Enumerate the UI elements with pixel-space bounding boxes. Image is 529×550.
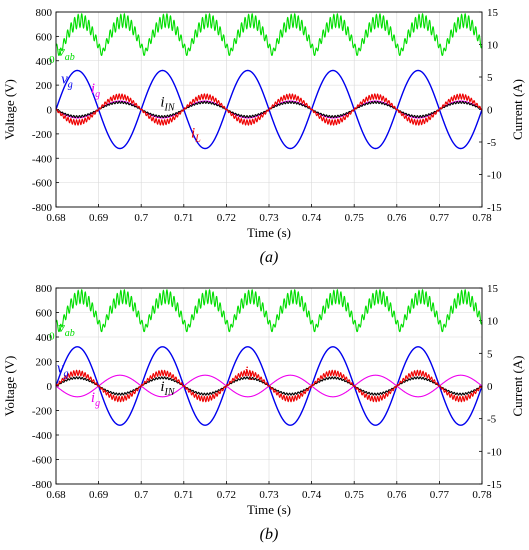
chart-panel-2: 0.68 0.69 0.7 0.71 0.72 0.73 0.74 0.75 0.76 0.77 0… (2, 283, 525, 543)
y-left-tick-label: -400 (32, 153, 53, 165)
y-left-tick-label: 200 (36, 357, 53, 369)
series-v-ab-line (55, 288, 483, 333)
x-tick-label: 0.73 (259, 212, 279, 224)
y-right-axis-label: Current (A) (510, 79, 525, 140)
series-label-i-g: ig (91, 390, 100, 409)
series-label-v-ab: 0 (49, 330, 55, 342)
y-right-tick-label: -15 (487, 479, 502, 491)
x-tick-label: 0.72 (217, 212, 236, 224)
y-left-tick-label: -800 (32, 202, 53, 214)
y-left-tick-label: 400 (36, 56, 53, 68)
x-tick-label: 0.78 (472, 489, 492, 501)
series-label-v-ab: 0 (49, 54, 55, 66)
y-left-axis-label: Voltage (V) (2, 79, 17, 140)
x-tick-label: 0.78 (472, 212, 492, 224)
y-right-tick-label: -5 (487, 414, 497, 426)
x-tick-label: 0.73 (259, 489, 279, 501)
y-left-tick-label: -600 (32, 455, 53, 467)
x-tick-label: 0.7 (134, 489, 148, 501)
panel-caption: (b) (260, 526, 279, 543)
x-tick-label: 0.76 (387, 212, 407, 224)
x-tick-label: 0.75 (345, 212, 365, 224)
series-label-v-g: vg (57, 361, 69, 380)
y-left-axis-label: Voltage (V) (2, 356, 17, 417)
x-tick-label: 0.74 (302, 212, 322, 224)
chart-panel-1: 0.68 0.69 0.7 0.71 0.72 0.73 0.74 0.75 0.76 0.77 0… (2, 7, 525, 266)
x-tick-label: 0.68 (46, 212, 66, 224)
y-left-tick-label: -800 (32, 479, 53, 491)
x-tick-label: 0.72 (217, 489, 236, 501)
x-tick-label: 0.75 (345, 489, 365, 501)
x-axis-label: Time (s) (247, 225, 291, 240)
x-tick-label: 0.69 (89, 212, 109, 224)
y-left-tick-label: -200 (32, 406, 53, 418)
y-left-tick-label: -600 (32, 178, 53, 190)
x-axis-label: Time (s) (247, 502, 291, 517)
series-v-ab-line (55, 12, 483, 56)
y-left-tick-label: -400 (32, 430, 53, 442)
series-label-v-g: vg (61, 71, 73, 90)
x-tick-label: 0.77 (430, 212, 450, 224)
x-tick-label: 0.7 (134, 212, 148, 224)
series-i-L-line (55, 369, 483, 403)
y-right-tick-label: 15 (487, 283, 499, 295)
y-right-tick-label: 10 (487, 316, 499, 328)
x-tick-label: 0.68 (46, 489, 66, 501)
x-tick-label: 0.69 (89, 489, 109, 501)
y-right-tick-label: -15 (487, 202, 502, 214)
series-label-i-g: ig (91, 81, 100, 100)
x-tick-label: 0.76 (387, 489, 407, 501)
panel-caption: (a) (260, 249, 279, 266)
series-i-L-line (55, 93, 483, 126)
y-right-tick-label: 5 (487, 348, 493, 360)
y-right-tick-label: -10 (487, 446, 502, 458)
y-right-tick-label: 10 (487, 40, 499, 52)
y-left-tick-label: 0 (47, 105, 53, 117)
series-label-i-L: iL (244, 364, 254, 383)
y-left-tick-label: 600 (36, 31, 53, 43)
plot-frame (55, 11, 483, 208)
y-left-tick-label: 0 (47, 381, 53, 393)
y-left-tick-label: 800 (36, 7, 53, 19)
y-left-tick-label: 200 (36, 80, 53, 92)
x-tick-label: 0.77 (430, 489, 450, 501)
y-left-tick-label: 800 (36, 283, 53, 295)
y-right-tick-label: -10 (487, 170, 502, 182)
series-label-i-L: iL (191, 126, 201, 145)
y-right-tick-label: 0 (487, 381, 493, 393)
y-left-tick-label: 600 (36, 308, 53, 320)
y-right-tick-label: -5 (487, 137, 497, 149)
y-left-tick-label: -200 (32, 129, 53, 141)
y-right-tick-label: 0 (487, 105, 493, 117)
x-tick-label: 0.71 (174, 489, 193, 501)
x-tick-label: 0.71 (174, 212, 193, 224)
y-right-tick-label: 15 (487, 7, 499, 19)
x-tick-label: 0.74 (302, 489, 322, 501)
y-right-tick-label: 5 (487, 72, 493, 84)
y-right-axis-label: Current (A) (510, 355, 525, 416)
y-left-tick-label: 400 (36, 332, 53, 344)
plot-frame (55, 287, 483, 485)
